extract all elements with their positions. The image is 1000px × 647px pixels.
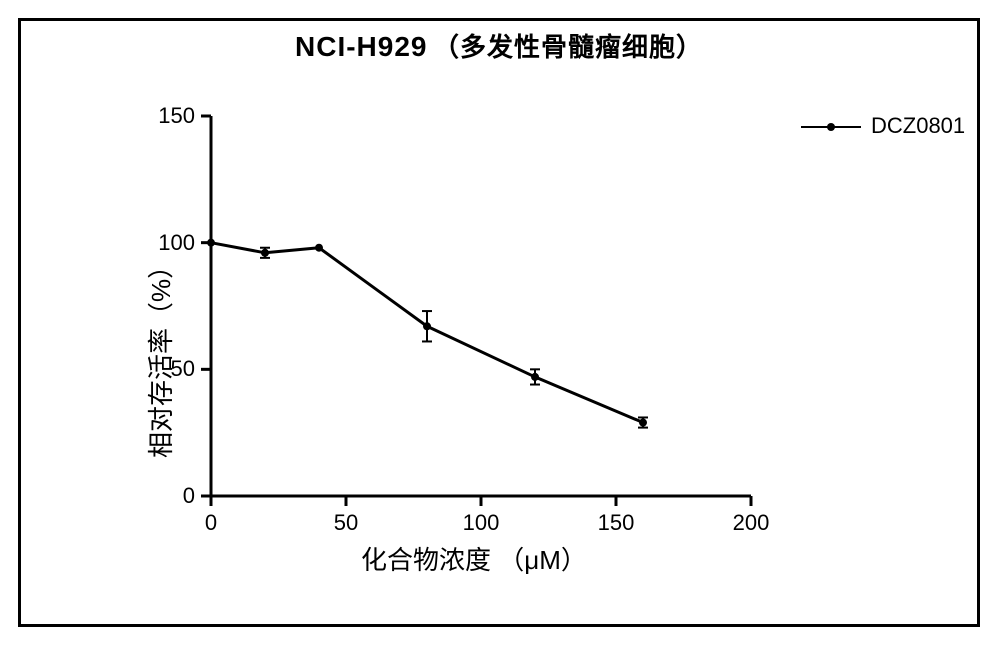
- legend-label: DCZ0801: [871, 113, 965, 138]
- x-axis-label: 化合物浓度 （μM）: [361, 540, 587, 577]
- y-tick-label: 100: [145, 230, 195, 256]
- x-tick-label: 150: [591, 510, 641, 536]
- title-sub: （多发性骨髓瘤细胞）: [433, 32, 703, 62]
- legend: DCZ0801: [801, 113, 965, 139]
- x-tick-label: 200: [726, 510, 776, 536]
- y-tick-label: 150: [145, 103, 195, 129]
- x-tick-label: 0: [186, 510, 236, 536]
- chart-svg: [151, 96, 771, 556]
- chart-area: 相对存活率（%） 化合物浓度 （μM） 05010015020005010015…: [151, 96, 771, 561]
- y-tick-label: 50: [145, 356, 195, 382]
- chart-title: NCI-H929 （多发性骨髓瘤细胞）: [21, 27, 977, 64]
- y-tick-label: 0: [145, 483, 195, 509]
- legend-marker: [801, 126, 861, 128]
- x-tick-label: 100: [456, 510, 506, 536]
- x-tick-label: 50: [321, 510, 371, 536]
- title-main: NCI-H929: [295, 31, 427, 62]
- outer-frame: NCI-H929 （多发性骨髓瘤细胞） 相对存活率（%） 化合物浓度 （μM） …: [18, 18, 980, 627]
